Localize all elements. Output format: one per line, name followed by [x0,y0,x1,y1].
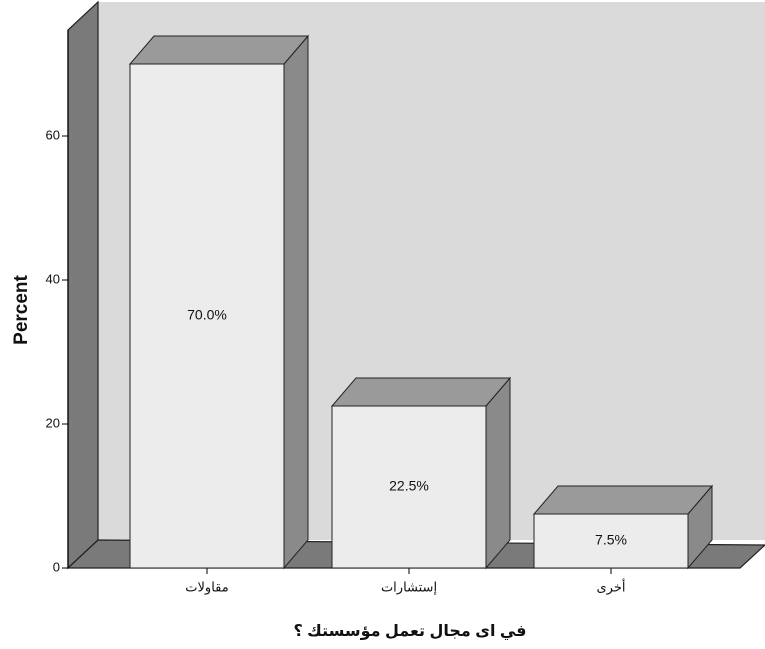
y-tick-label: 40 [46,271,60,286]
bar-side [283,34,309,570]
bar-top [128,35,310,65]
x-tick-label: إستشارات [381,579,437,595]
x-tick-label: مقاولات [185,579,228,595]
bar-side [485,376,511,570]
x-axis-title: في اى مجال تعمل مؤسستك ؟ [293,623,526,641]
y-tick-label: 60 [46,127,60,142]
value-label: 22.5% [389,478,429,494]
y-axis-title: Percent [11,274,32,344]
x-tick-label: أخرى [597,578,626,595]
value-label: 70.0% [187,307,227,323]
bar-top [330,377,512,407]
bar [331,405,487,569]
left-wall [67,0,99,570]
y-tick-label: 0 [53,559,60,574]
bar [129,63,285,569]
value-label: 7.5% [595,532,627,548]
y-tick-label: 20 [46,415,60,430]
bar-top [532,485,714,515]
bar [533,513,689,569]
